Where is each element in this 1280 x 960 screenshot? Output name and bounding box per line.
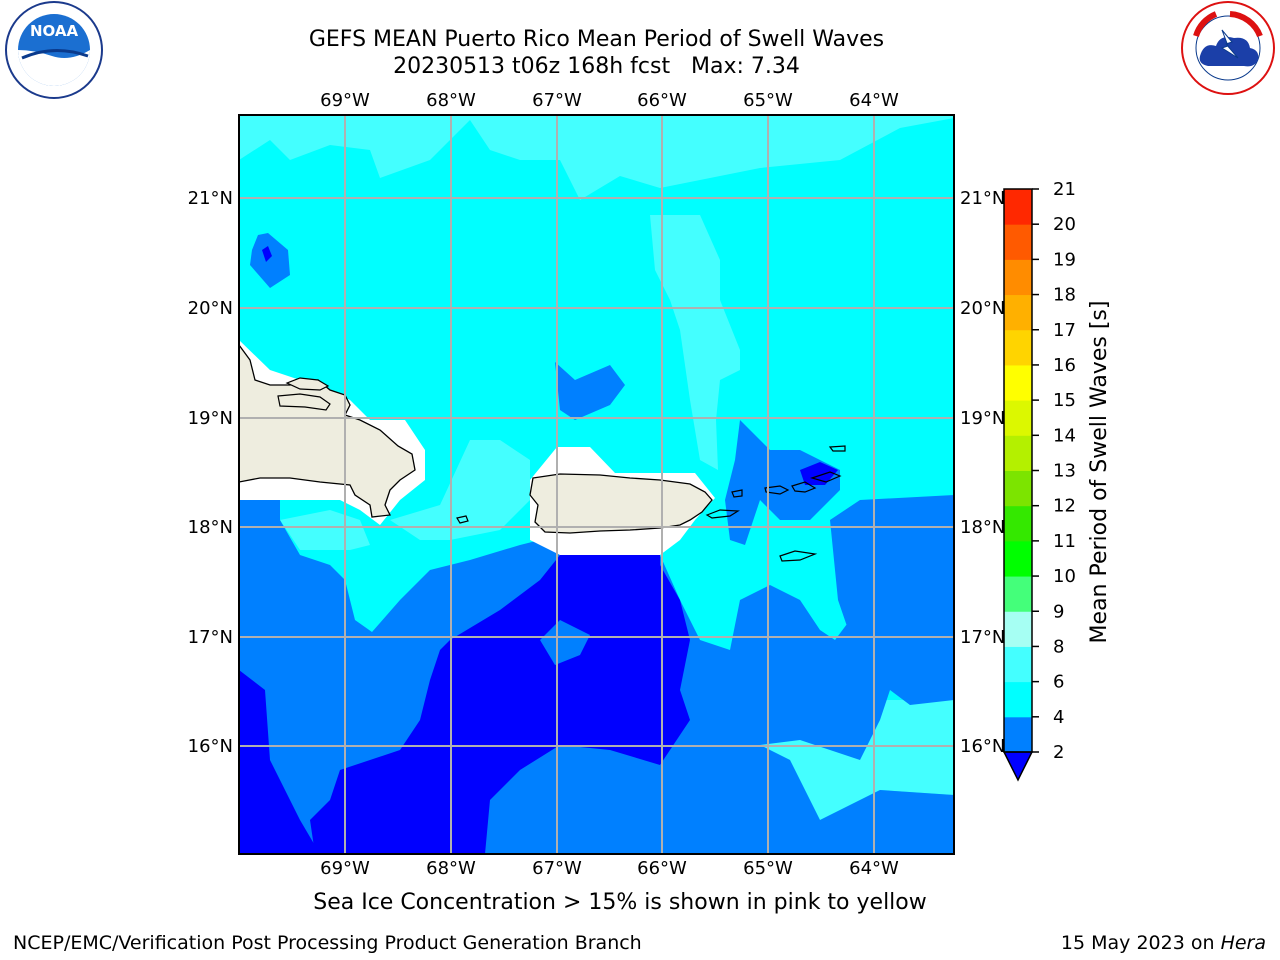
colorbar-segment — [1004, 329, 1032, 366]
lon-label: 69°W — [320, 90, 370, 111]
lat-label: 19°N — [188, 408, 233, 429]
puerto-rico-land — [529, 473, 713, 534]
title-line-2: 20230513 t06z 168h fcst Max: 7.34 — [393, 54, 800, 79]
graticule — [239, 115, 954, 854]
lon-label: 67°W — [532, 858, 582, 879]
lon-label: 68°W — [426, 90, 476, 111]
lon-label: 64°W — [849, 858, 899, 879]
lon-label: 68°W — [426, 858, 476, 879]
colorbar-tick-label: 18 — [1053, 285, 1076, 306]
lat-label: 18°N — [960, 517, 1005, 538]
lat-label: 20°N — [188, 298, 233, 319]
lon-labels-bottom: 69°W 68°W 67°W 66°W 65°W 64°W — [320, 858, 899, 879]
colorbar-tick-label: 2 — [1053, 742, 1064, 763]
colorbar-segment — [1004, 259, 1032, 296]
lat-label: 17°N — [960, 627, 1005, 648]
lon-label: 66°W — [637, 90, 687, 111]
colorbar-segment — [1004, 576, 1032, 612]
lat-label: 18°N — [188, 517, 233, 538]
colorbar-tick-label: 16 — [1053, 355, 1076, 376]
lon-labels-top: 69°W 68°W 67°W 66°W 65°W 64°W — [320, 90, 899, 111]
colorbar-segment — [1004, 646, 1032, 683]
colorbar-segment — [1004, 505, 1032, 542]
lat-label: 17°N — [188, 627, 233, 648]
colorbar-segment — [1004, 681, 1032, 718]
title-line-1: GEFS MEAN Puerto Rico Mean Period of Swe… — [308, 27, 885, 52]
lon-label: 66°W — [637, 858, 687, 879]
colorbar-tick-label: 4 — [1053, 707, 1064, 728]
colorbar-tick-label: 8 — [1053, 636, 1064, 657]
map-frame — [238, 114, 955, 855]
colorbar-tick-label: 20 — [1053, 214, 1076, 235]
colorbar-label: Mean Period of Swell Waves [s] — [1087, 301, 1112, 644]
lat-label: 21°N — [960, 188, 1005, 209]
colorbar-tick-label: 6 — [1053, 672, 1064, 693]
footer-date-text: 15 May 2023 on — [1060, 932, 1221, 954]
sea-ice-note: Sea Ice Concentration > 15% is shown in … — [0, 890, 1280, 915]
colorbar-tick-label: 19 — [1053, 249, 1076, 270]
colorbar-tick-label: 9 — [1053, 601, 1064, 622]
lon-label: 64°W — [849, 90, 899, 111]
colorbar-segment — [1004, 189, 1032, 225]
lat-label: 20°N — [960, 298, 1005, 319]
noaa-logo-text: NOAA — [30, 22, 79, 40]
colorbar-tick-label: 15 — [1053, 390, 1076, 411]
colorbar-tick-label: 11 — [1053, 531, 1076, 552]
lon-label: 69°W — [320, 858, 370, 879]
nws-logo — [1181, 1, 1275, 95]
colorbar-segment — [1004, 716, 1032, 753]
noaa-logo: NOAA — [5, 1, 103, 99]
lat-label: 16°N — [960, 736, 1005, 757]
colorbar-segment — [1004, 540, 1032, 577]
contour-fields — [239, 115, 954, 854]
colorbar-segment — [1004, 470, 1032, 507]
colorbar-tick-label: 14 — [1053, 425, 1076, 446]
lat-label: 16°N — [188, 736, 233, 757]
sea-ice-note-text: Sea Ice Concentration > 15% is shown in … — [313, 890, 927, 915]
footer-host: Hera — [1220, 932, 1266, 954]
footer-date: 15 May 2023 on Hera — [1061, 932, 1266, 954]
footer-branch: NCEP/EMC/Verification Post Processing Pr… — [13, 932, 642, 954]
colorbar-segment — [1004, 364, 1032, 401]
lon-label: 65°W — [743, 858, 793, 879]
lon-label: 67°W — [532, 90, 582, 111]
colorbar: 2 4 6 8 9 10 11 12 13 14 15 16 17 18 19 20 21 — [1002, 179, 1076, 782]
colorbar-extend — [1002, 751, 1034, 782]
colorbar-segment — [1004, 435, 1032, 471]
colorbar-segment — [1004, 224, 1032, 260]
colorbar-tick-label: 17 — [1053, 320, 1076, 341]
lat-label: 19°N — [960, 408, 1005, 429]
colorbar-tick-label: 10 — [1053, 566, 1076, 587]
colorbar-segment — [1004, 294, 1032, 331]
lon-label: 65°W — [743, 90, 793, 111]
lat-label: 21°N — [188, 188, 233, 209]
colorbar-tick-label: 12 — [1053, 496, 1076, 517]
lat-labels-right: 21°N 20°N 19°N 18°N 17°N 16°N — [960, 188, 1005, 757]
colorbar-tick-label: 13 — [1053, 461, 1076, 482]
colorbar-segment — [1004, 400, 1032, 436]
colorbar-tick-label: 21 — [1053, 179, 1076, 200]
lat-labels-left: 21°N 20°N 19°N 18°N 17°N 16°N — [188, 188, 233, 757]
colorbar-segment — [1004, 611, 1032, 647]
